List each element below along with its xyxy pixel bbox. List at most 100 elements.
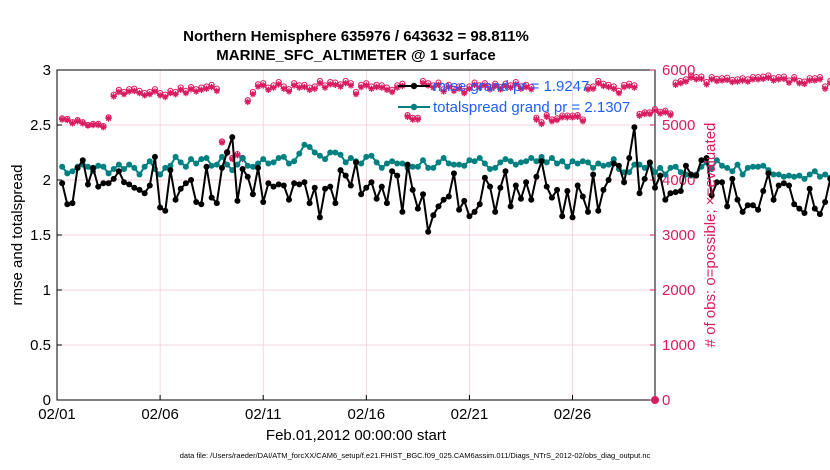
obs-evaluated-point	[626, 82, 633, 90]
rmse-series-point	[492, 208, 499, 215]
legend-rmse-label: rmse grand pr = 1.9247	[433, 78, 589, 95]
left-y-tick-label: 0.5	[30, 337, 51, 354]
obs-possible-point	[827, 77, 830, 85]
totalspread-series-point	[584, 159, 591, 166]
footnote: data file: /Users/raeder/DAI/ATM_forcXX/…	[180, 451, 651, 460]
totalspread-series-point	[466, 157, 473, 164]
totalspread-series-point	[791, 173, 798, 180]
totalspread-series-point	[389, 158, 396, 165]
obs-evaluated-point	[754, 76, 762, 83]
obs-evaluated-point	[765, 74, 772, 81]
totalspread-series-point	[162, 164, 169, 171]
rmse-series-point	[528, 196, 535, 203]
obs-evaluated-point	[162, 93, 169, 101]
obs-evaluated-point	[651, 107, 659, 114]
obs-evaluated-point	[687, 74, 695, 81]
obs-evaluated-point	[125, 88, 133, 95]
rmse-series-point	[136, 186, 143, 193]
rmse-series-point	[569, 214, 576, 221]
totalspread-series-point	[373, 159, 380, 166]
left-y-tick-label: 1.5	[30, 227, 51, 244]
x-tick-label: 02/16	[348, 406, 386, 423]
obs-evaluated-point	[64, 116, 71, 124]
totalspread-series-point	[110, 166, 117, 172]
obs-evaluated-point	[280, 85, 288, 92]
totalspread-series-point	[626, 169, 633, 176]
left-y-axis: 0 0.5 1 1.5 2 2.5 3	[30, 62, 62, 409]
rmse-series-point	[234, 197, 241, 204]
totalspread-series-point	[115, 161, 122, 168]
obs-evaluated-point	[363, 82, 370, 89]
obs-evaluated-point	[548, 117, 556, 125]
totalspread-series-point	[822, 171, 829, 178]
rmse-series-point	[182, 180, 189, 187]
obs-evaluated-point	[110, 93, 117, 100]
totalspread-series-point	[270, 159, 277, 166]
totalspread-series-point	[461, 162, 468, 169]
left-y-tick-label: 2	[43, 172, 51, 189]
obs-evaluated-point	[378, 84, 385, 91]
obs-evaluated-point	[553, 116, 561, 124]
rmse-series-point	[239, 166, 246, 172]
rmse-series-point	[698, 157, 705, 164]
x-tick-label: 02/21	[451, 406, 489, 423]
totalspread-series-point	[605, 161, 612, 168]
totalspread-series-point	[744, 164, 751, 171]
rmse-series-point	[255, 164, 262, 171]
totalspread-series-point	[492, 164, 499, 171]
obs-evaluated-point	[419, 80, 427, 87]
obs-evaluated-point	[100, 124, 107, 131]
totalspread-series-point	[265, 160, 272, 167]
rmse-series-point	[394, 172, 401, 179]
left-y-tick-label: 0	[43, 392, 51, 409]
obs-evaluated-point	[497, 86, 504, 93]
totalspread-series-point	[193, 160, 200, 167]
left-y-tick-label: 2.5	[30, 117, 51, 134]
rmse-series-point	[347, 182, 354, 189]
rmse-series-point	[59, 180, 66, 187]
totalspread-series-point	[476, 155, 483, 161]
totalspread-series-point	[739, 171, 746, 178]
obs-evaluated-point	[677, 80, 684, 87]
rmse-series-point	[517, 195, 524, 202]
rmse-series-point	[146, 182, 153, 189]
totalspread-series-point	[713, 157, 720, 164]
rmse-series-point	[822, 199, 829, 205]
rmse-series-point	[559, 213, 566, 220]
rmse-series-point	[363, 184, 370, 191]
totalspread-series-point	[399, 160, 406, 167]
obs-evaluated-point	[656, 110, 664, 117]
totalspread-series-point	[538, 153, 545, 160]
grid	[57, 70, 655, 400]
totalspread-series-point	[806, 171, 813, 178]
obs-evaluated-point	[58, 116, 66, 123]
totalspread-series-point	[291, 158, 298, 165]
rmse-series-point	[399, 208, 406, 215]
rmse-series-point	[280, 182, 287, 189]
rmse-series-point	[636, 190, 643, 197]
obs-evaluated-point	[172, 91, 179, 98]
obs-evaluated-point	[672, 81, 679, 89]
obs-evaluated-point	[89, 121, 97, 129]
rmse-series-point	[667, 190, 674, 197]
obs-evaluated-point	[569, 114, 576, 121]
rmse-series-point	[445, 193, 452, 200]
rmse-series-point	[74, 164, 81, 171]
totalspread-series-point	[677, 169, 684, 176]
rmse-series-point	[291, 180, 298, 187]
rmse-series-point	[646, 159, 653, 166]
totalspread-series-point	[177, 159, 184, 166]
obs-evaluated-point	[636, 112, 643, 119]
rmse-series-point	[523, 179, 530, 186]
rmse-series-point	[105, 180, 112, 187]
totalspread-series-point	[322, 156, 329, 163]
totalspread-series-point	[95, 162, 102, 169]
totalspread-series-point	[631, 161, 638, 168]
obs-evaluated-point	[141, 92, 148, 99]
obs-evaluated-point	[481, 82, 489, 89]
rmse-series-point	[538, 158, 545, 165]
rmse-series-point	[688, 171, 695, 178]
x-tick-label: 02/26	[554, 406, 592, 423]
totalspread-series-point	[69, 168, 76, 175]
rmse-series-point	[115, 168, 122, 175]
